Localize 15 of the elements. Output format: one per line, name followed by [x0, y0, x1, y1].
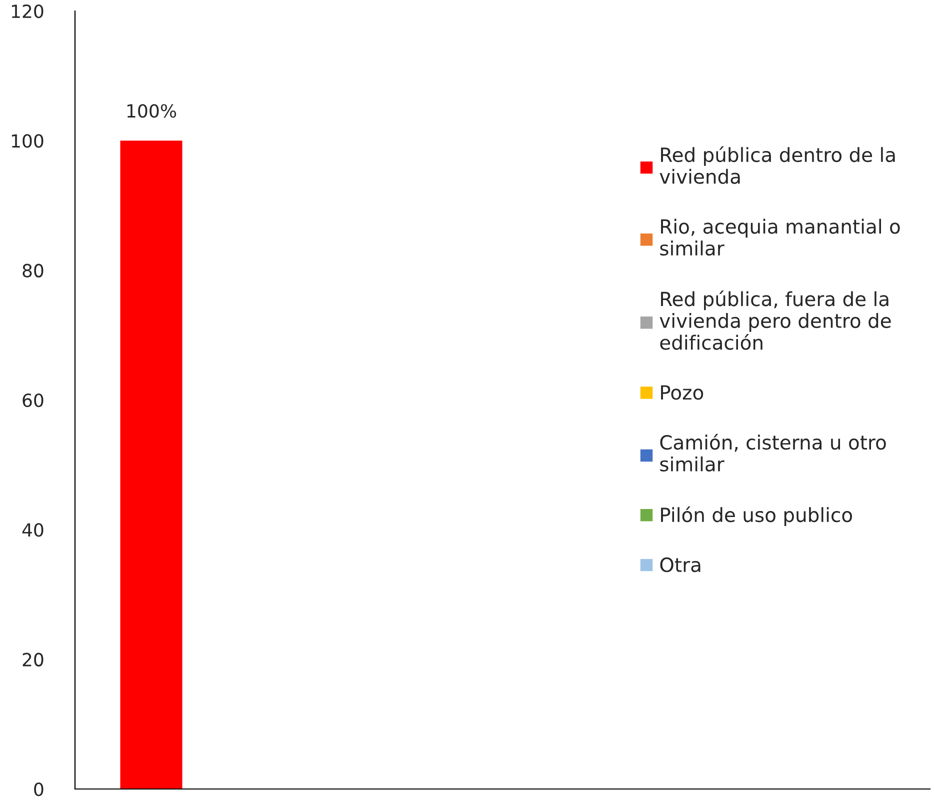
legend-label: Otra: [660, 557, 700, 572]
legend-label: Rio, acequia manantial o similar: [660, 218, 900, 256]
y-tick-label: 40: [22, 523, 44, 537]
legend-label: Camión, cisterna u otro similar: [660, 434, 886, 472]
y-tick-label: 60: [22, 393, 44, 408]
y-tick-label: 120: [12, 4, 44, 18]
legend-label: Pozo: [661, 385, 704, 400]
y-tick-label: 20: [22, 652, 44, 666]
data-label: 100%: [127, 104, 176, 118]
y-tick-label: 100: [12, 134, 44, 148]
y-tick-label: 80: [22, 264, 44, 278]
y-tick-label: 0: [34, 782, 44, 796]
legend-label: Pilón de uso publico: [661, 506, 852, 526]
legend-label: Red pública dentro de la vivienda: [660, 146, 895, 184]
legend-label: Red pública, fuera de la vivienda pero dentro de edificación: [660, 290, 891, 350]
